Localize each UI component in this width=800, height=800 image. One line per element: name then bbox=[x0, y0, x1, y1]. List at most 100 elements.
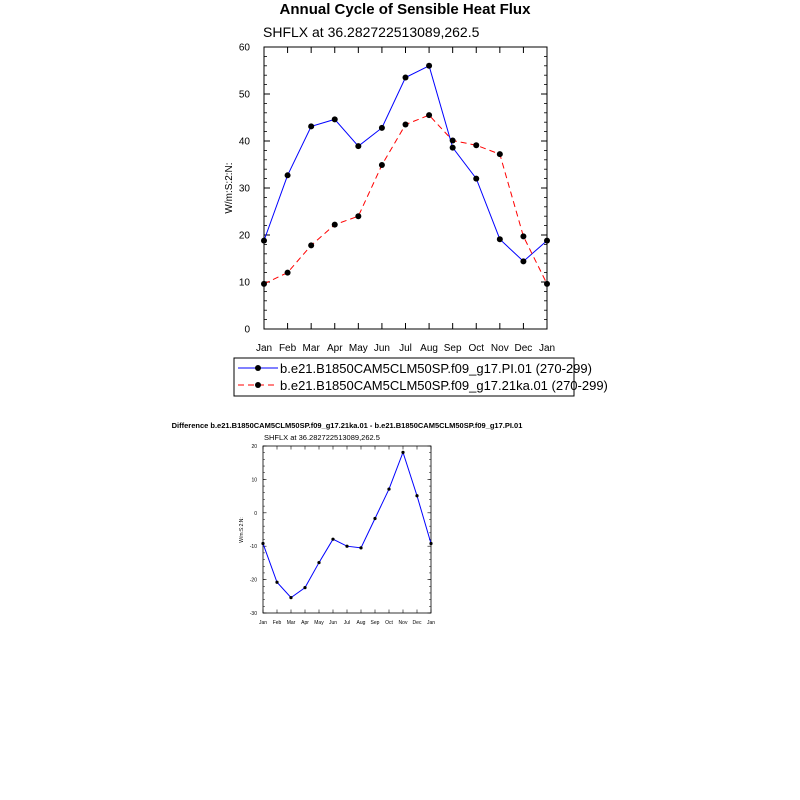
y-tick-label: 20 bbox=[239, 231, 251, 242]
series-0-point bbox=[473, 175, 480, 182]
diff-chart: Difference b.e21.B1850CAM5CLM50SP.f09_g1… bbox=[172, 421, 523, 626]
series-0-point bbox=[544, 237, 550, 244]
series-0-point bbox=[373, 516, 377, 521]
series-0-point bbox=[261, 237, 267, 244]
y-tick-label: -20 bbox=[250, 578, 257, 584]
series-0-point bbox=[401, 450, 405, 454]
y-tick-label: 0 bbox=[254, 511, 257, 517]
series-0-point bbox=[378, 124, 385, 131]
x-tick-label: Feb bbox=[279, 343, 297, 354]
x-tick-label: Oct bbox=[468, 343, 484, 354]
x-tick-label: Apr bbox=[301, 620, 309, 626]
legend-marker-series-0 bbox=[255, 365, 261, 371]
series-1-point bbox=[402, 121, 409, 128]
x-tick-label: Dec bbox=[515, 343, 533, 354]
x-tick-label: Mar bbox=[303, 343, 321, 354]
diff-series bbox=[261, 450, 433, 600]
y-tick-label: 60 bbox=[239, 43, 251, 54]
series-1-point bbox=[378, 161, 385, 168]
series-1-point bbox=[355, 213, 362, 220]
y-tick-label: 50 bbox=[239, 90, 251, 101]
x-tick-label: Mar bbox=[287, 620, 296, 626]
y-tick-label: 30 bbox=[239, 184, 251, 195]
main-chart: Annual Cycle of Sensible Heat Flux SHFLX… bbox=[224, 1, 555, 354]
series-1-point bbox=[331, 221, 338, 228]
legend-marker-series-1 bbox=[255, 382, 261, 388]
series-1-point bbox=[284, 269, 291, 276]
series-0-point bbox=[520, 258, 527, 265]
series-0-point bbox=[415, 494, 419, 498]
series-0-point bbox=[402, 74, 409, 81]
series-0-point bbox=[261, 541, 265, 546]
series-line-0 bbox=[262, 450, 432, 599]
series-0-point bbox=[303, 586, 307, 590]
y-tick-label: 10 bbox=[239, 278, 251, 289]
series-1-point bbox=[426, 112, 433, 119]
x-tick-label: Sep bbox=[444, 343, 462, 354]
series-0-point bbox=[345, 544, 349, 548]
y-tick-label: -30 bbox=[250, 611, 257, 617]
x-tick-label: Jan bbox=[259, 620, 267, 626]
legend: b.e21.B1850CAM5CLM50SP.f09_g17.PI.01 (27… bbox=[233, 357, 608, 397]
series-1-point bbox=[520, 233, 527, 240]
x-tick-label: May bbox=[349, 343, 368, 354]
legend-label-series-1: b.e21.B1850CAM5CLM50SP.f09_g17.21ka.01 (… bbox=[280, 378, 608, 393]
main-plot-frame bbox=[263, 46, 548, 330]
x-tick-label: Nov bbox=[399, 620, 408, 626]
series-0-point bbox=[284, 172, 291, 179]
series-0-point bbox=[331, 116, 338, 123]
series-0-point bbox=[426, 62, 433, 69]
diff-plot-frame bbox=[262, 445, 432, 614]
legend-label-series-0: b.e21.B1850CAM5CLM50SP.f09_g17.PI.01 (27… bbox=[280, 361, 592, 376]
diff-chart-ylabel: W/m:S:2:N: bbox=[239, 517, 245, 543]
y-tick-label: 10 bbox=[251, 477, 257, 483]
series-0-point bbox=[289, 596, 293, 600]
series-0-point bbox=[355, 143, 362, 150]
y-tick-label: -10 bbox=[250, 544, 257, 550]
x-tick-label: Jun bbox=[374, 343, 390, 354]
series-0-point bbox=[387, 487, 391, 491]
series-0-point bbox=[449, 144, 456, 151]
x-tick-label: Feb bbox=[273, 620, 282, 626]
diff-chart-subtitle: SHFLX at 36.282722513089,262.5 bbox=[264, 433, 380, 442]
main-series bbox=[261, 62, 550, 287]
x-tick-label: Jun bbox=[329, 620, 337, 626]
series-1-point bbox=[473, 142, 480, 149]
series-0-point bbox=[317, 560, 321, 565]
series-0-point bbox=[429, 541, 433, 546]
y-tick-label: 20 bbox=[251, 444, 257, 450]
series-0-point bbox=[359, 546, 363, 550]
x-tick-label: Jan bbox=[427, 620, 435, 626]
series-line-1 bbox=[263, 114, 548, 285]
diff-chart-title: Difference b.e21.B1850CAM5CLM50SP.f09_g1… bbox=[172, 421, 523, 430]
x-tick-label: Jan bbox=[539, 343, 555, 354]
series-line-0 bbox=[263, 65, 548, 262]
x-tick-label: Jul bbox=[399, 343, 412, 354]
series-0-point bbox=[275, 580, 279, 584]
y-tick-label: 40 bbox=[239, 137, 251, 148]
main-chart-ylabel: W/m:S:2:N: bbox=[224, 162, 235, 213]
series-0-point bbox=[331, 537, 335, 541]
x-tick-label: May bbox=[314, 620, 324, 626]
x-tick-label: Dec bbox=[413, 620, 422, 626]
main-ticks: Jan Feb Mar Apr May Jun Jul Aug Sep Oct Nov Dec Jan 0… bbox=[239, 43, 555, 355]
x-tick-label: Sep bbox=[371, 620, 380, 626]
series-1-point bbox=[261, 280, 267, 287]
series-1-point bbox=[544, 280, 550, 287]
x-tick-label: Aug bbox=[420, 343, 438, 354]
series-1-point bbox=[496, 151, 503, 158]
y-tick-label: 0 bbox=[244, 325, 250, 336]
x-tick-label: Jul bbox=[344, 620, 350, 626]
legend-box bbox=[233, 357, 575, 397]
series-1-point bbox=[308, 242, 315, 249]
series-1-point bbox=[449, 137, 456, 144]
diff-ticks: Jan Feb Mar Apr May Jun Jul Aug Sep Oct Nov Dec Jan-… bbox=[250, 444, 435, 626]
x-tick-label: Aug bbox=[357, 620, 366, 626]
main-chart-subtitle: SHFLX at 36.282722513089,262.5 bbox=[263, 24, 480, 40]
x-tick-label: Oct bbox=[385, 620, 393, 626]
x-tick-label: Nov bbox=[491, 343, 509, 354]
series-0-point bbox=[496, 236, 503, 243]
x-tick-label: Jan bbox=[256, 343, 272, 354]
series-0-point bbox=[308, 123, 315, 130]
